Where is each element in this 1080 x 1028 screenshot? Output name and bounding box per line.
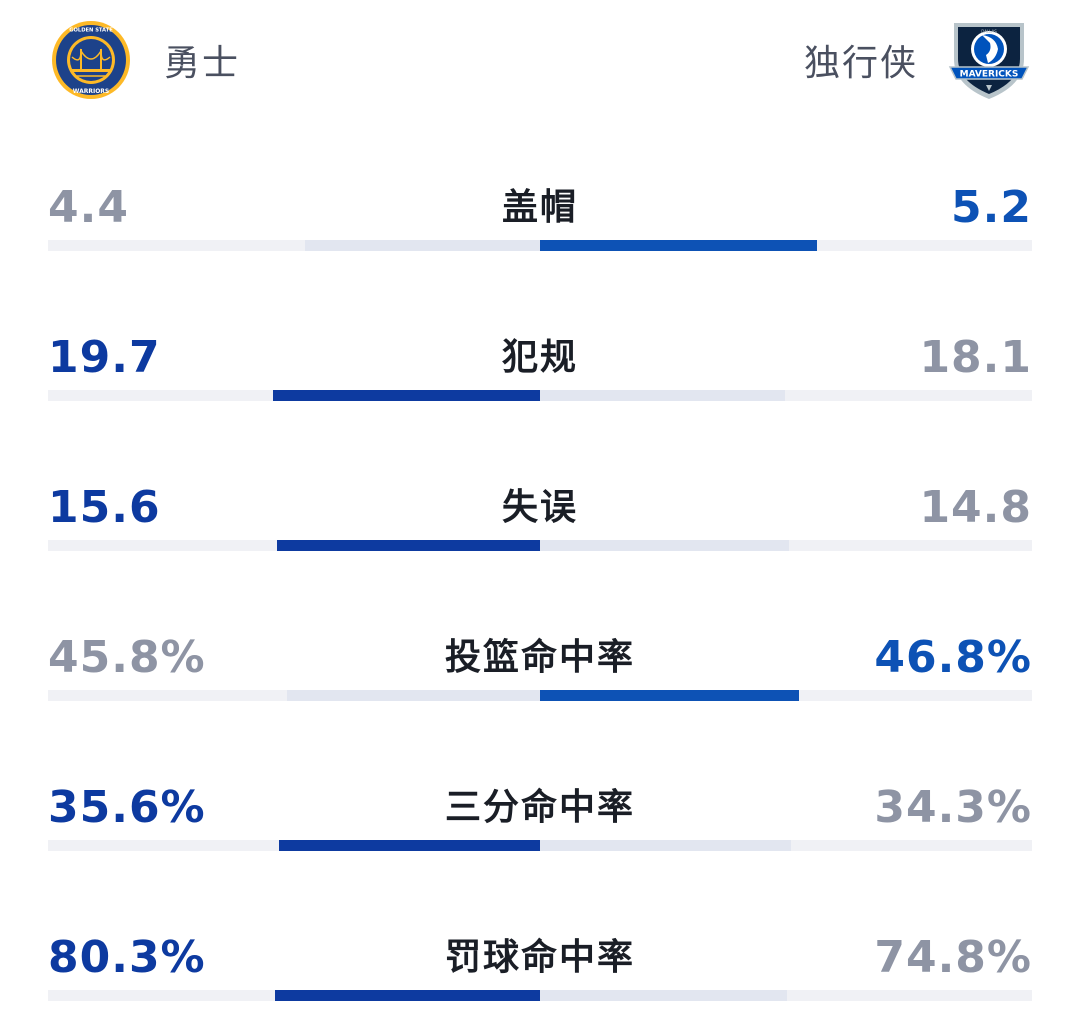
home-value: 45.8%: [48, 632, 206, 683]
comparison-track: [48, 690, 1032, 701]
comparison-track: [48, 540, 1032, 551]
stat-row-fouls: 19.7 犯规 18.1: [48, 328, 1032, 418]
away-value: 18.1: [919, 332, 1032, 383]
home-bar: [286, 690, 540, 701]
home-bar: [279, 840, 540, 851]
away-bar: [540, 690, 799, 701]
away-bar: [540, 240, 818, 251]
home-value: 15.6: [48, 482, 161, 533]
mavericks-logo-icon: MAVERICKS DALLAS: [948, 19, 1030, 101]
away-value: 34.3%: [874, 782, 1032, 833]
warriors-logo-icon: GOLDEN STATE WARRIORS: [50, 19, 132, 101]
stat-row-turnovers: 15.6 失误 14.8: [48, 478, 1032, 568]
away-value: 5.2: [951, 182, 1032, 233]
home-bar: [277, 540, 540, 551]
away-value: 14.8: [919, 482, 1032, 533]
home-bar: [273, 390, 540, 401]
home-bar: [275, 990, 540, 1001]
home-value: 4.4: [48, 182, 129, 233]
comparison-track: [48, 990, 1032, 1001]
away-bar: [540, 540, 790, 551]
away-bar: [540, 390, 785, 401]
stat-label: 罚球命中率: [444, 937, 635, 978]
comparison-track: [48, 390, 1032, 401]
stat-label: 失误: [501, 487, 578, 528]
comparison-track: [48, 240, 1032, 251]
matchup-header: GOLDEN STATE WARRIORS 勇士 独行侠 MAVERICKS D…: [0, 0, 1080, 120]
comparison-track: [48, 840, 1032, 851]
home-value: 35.6%: [48, 782, 206, 833]
stat-label: 犯规: [501, 337, 578, 378]
home-value: 80.3%: [48, 932, 206, 983]
stat-label: 盖帽: [501, 187, 578, 228]
mavericks-logo-top-text: DALLAS: [981, 29, 997, 34]
away-value: 74.8%: [874, 932, 1032, 983]
away-bar: [540, 840, 792, 851]
home-team-name: 勇士: [164, 43, 241, 84]
away-value: 46.8%: [874, 632, 1032, 683]
home-team[interactable]: GOLDEN STATE WARRIORS 勇士: [50, 18, 240, 102]
warriors-logo-bottom-text: WARRIORS: [73, 88, 110, 95]
away-team-name: 独行侠: [803, 43, 918, 84]
away-team[interactable]: 独行侠 MAVERICKS DALLAS: [804, 18, 1030, 102]
stat-label: 三分命中率: [444, 787, 635, 828]
stat-label: 投篮命中率: [444, 637, 635, 678]
stat-row-3pt-pct: 35.6% 三分命中率 34.3%: [48, 778, 1032, 868]
home-value: 19.7: [48, 332, 161, 383]
away-bar: [540, 990, 787, 1001]
stat-row-blocks: 4.4 盖帽 5.2: [48, 178, 1032, 268]
mavericks-logo-text: MAVERICKS: [960, 70, 1019, 80]
warriors-logo-top-text: GOLDEN STATE: [69, 28, 113, 34]
stat-row-fg-pct: 45.8% 投篮命中率 46.8%: [48, 628, 1032, 718]
home-bar: [305, 240, 540, 251]
stat-row-ft-pct: 80.3% 罚球命中率 74.8%: [48, 928, 1032, 1018]
